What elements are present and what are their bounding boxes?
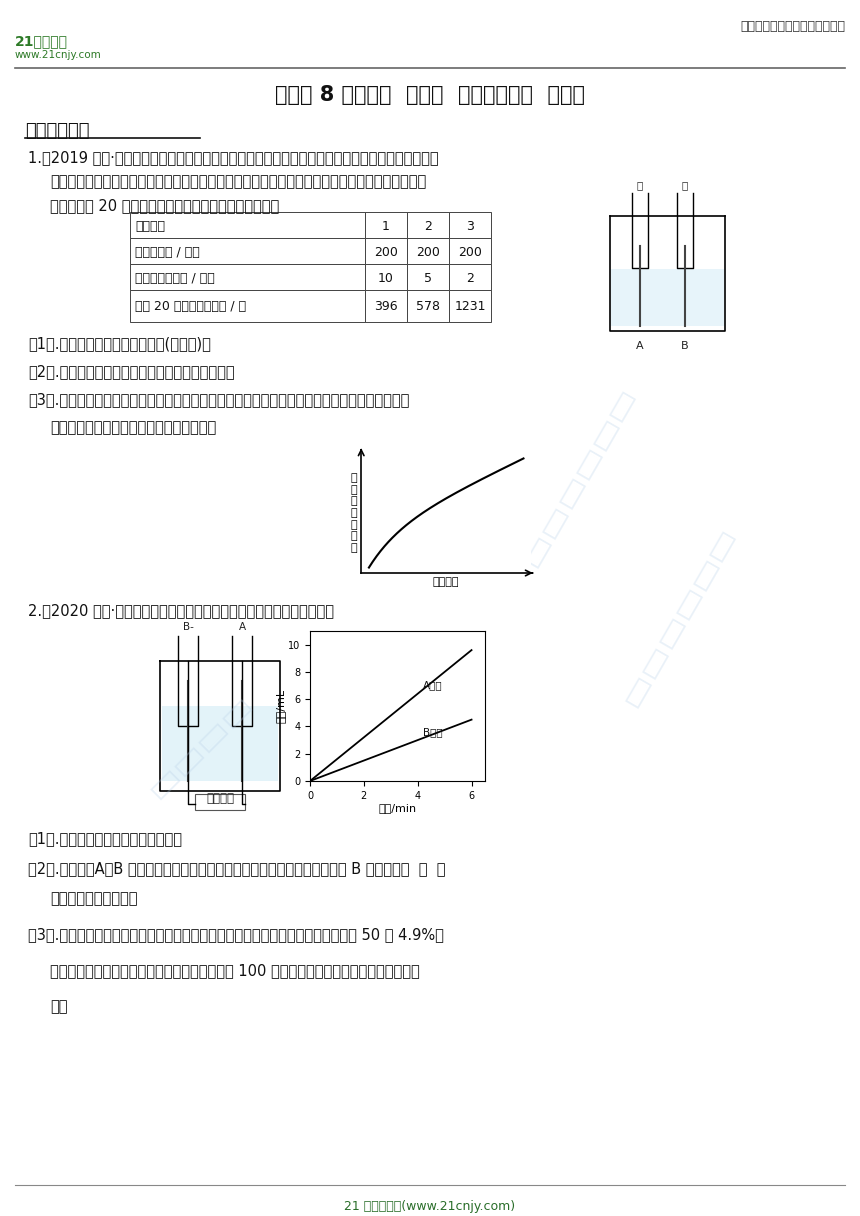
Text: 实验次数: 实验次数 [135,220,165,232]
Bar [195,794,245,810]
Text: 200: 200 [374,246,398,259]
Text: 示，请你结合上述实验数据说明理由＿＿。: 示，请你结合上述实验数据说明理由＿＿。 [50,420,216,435]
Text: （3）.为了加快电解水的速度，常在水中加入一定量的稀硫酸。若实验前在水中加入 50 克 4.9%的: （3）.为了加快电解水的速度，常在水中加入一定量的稀硫酸。若实验前在水中加入 5… [28,927,444,942]
Text: 收集 20 毫升氢气的时间 / 秒: 收集 20 毫升氢气的时间 / 秒 [135,300,246,314]
Text: B气体: B气体 [423,727,443,737]
Text: 世
纪
教
育: 世 纪 教 育 [148,698,252,803]
Text: 2.（2020 八上·仙居期末）图甲是电解水的简易装置，试回答下列问题：: 2.（2020 八上·仙居期末）图甲是电解水的简易装置，试回答下列问题： [28,603,334,618]
Text: A: A [636,340,644,351]
Text: 3: 3 [466,220,474,232]
Text: 200: 200 [458,246,482,259]
Bar [130,289,365,322]
Text: 直流电源: 直流电源 [206,792,234,805]
Text: B-: B- [182,623,194,632]
Bar [407,264,449,289]
Bar [449,289,491,322]
Text: B: B [681,340,689,351]
Bar [449,264,491,289]
Text: 水时收集到 20 毫升氢气所需的时间，记录数据如下表：: 水时收集到 20 毫升氢气所需的时间，记录数据如下表： [50,198,280,213]
Text: 21 世纪教育网(www.21cnjy.com): 21 世纪教育网(www.21cnjy.com) [345,1200,515,1214]
Text: 5: 5 [424,271,432,285]
Text: 1231: 1231 [454,300,486,314]
Text: www.21cnjy.com: www.21cnjy.com [15,50,101,60]
Text: 396: 396 [374,300,398,314]
Y-axis label: 产
生
气
泡
的
速
度: 产 生 气 泡 的 速 度 [350,473,357,553]
Text: A: A [238,623,246,632]
Text: （2）.本实验是通过观测＿＿来判断电解水的速度；: （2）.本实验是通过观测＿＿来判断电解水的速度； [28,364,235,379]
Bar [407,212,449,238]
X-axis label: 反应时间: 反应时间 [433,578,459,587]
Text: （1）.甲试管收集到的气体是＿＿(填名称)；: （1）.甲试管收集到的气体是＿＿(填名称)； [28,336,211,351]
Text: 乙: 乙 [682,180,688,190]
Bar [365,212,407,238]
Bar [449,238,491,264]
Text: （3）.小科同学发现：每次实验从开始到结束的过程中。产生气泡的速度随反应时间的变化如图所: （3）.小科同学发现：每次实验从开始到结束的过程中。产生气泡的速度随反应时间的变… [28,392,409,407]
Bar [365,289,407,322]
Text: 中小学教育资源及组卷应用平台: 中小学教育资源及组卷应用平台 [740,19,845,33]
Text: 情
卷
试
题
资
料: 情 卷 试 题 资 料 [623,530,737,710]
Bar [365,264,407,289]
Text: 加入硫酸的体积 / 毫升: 加入硫酸的体积 / 毫升 [135,271,215,285]
Text: 10: 10 [378,271,394,285]
Bar [130,264,365,289]
Text: 一、水的组成: 一、水的组成 [25,122,89,140]
Text: 别在等量的蒸馏水中加入不同体积的同种硫酸溶液，利用如图甲所示装置做了三次实验，测出电解: 别在等量的蒸馏水中加入不同体积的同种硫酸溶液，利用如图甲所示装置做了三次实验，测… [50,174,427,188]
Bar [130,212,365,238]
Text: A气体: A气体 [423,680,443,691]
Text: 流电源左侧是＿＿极；: 流电源左侧是＿＿极； [50,891,138,906]
Text: 请
先
试
卷
资
料: 请 先 试 卷 资 料 [523,390,637,570]
Bar [407,238,449,264]
Text: 200: 200 [416,246,440,259]
Text: 1: 1 [382,220,390,232]
Text: 2: 2 [466,271,474,285]
Bar [365,238,407,264]
Text: 甲: 甲 [637,180,643,190]
Y-axis label: 体积/mL: 体积/mL [275,689,286,724]
Text: 1.（2019 八上·长兴月考）电解水的实验中，往往加入少量硫酸溶液以增强水的导电性。小科同学分: 1.（2019 八上·长兴月考）电解水的实验中，往往加入少量硫酸溶液以增强水的导… [28,150,439,165]
Text: 2: 2 [424,220,432,232]
Bar [449,212,491,238]
Text: 稀硫酸，实验结束后测得剩余溶液的质量刚好为 100 克，则剩余溶液中溶质的质量分数为多: 稀硫酸，实验结束后测得剩余溶液的质量刚好为 100 克，则剩余溶液中溶质的质量分… [50,963,420,978]
Bar [162,706,278,781]
Text: （2）.实验中，A、B 试管中气体的体积与时间的关系如图乙所示。由图乙可知 B 气体是＿＿  ，  直: （2）.实验中，A、B 试管中气体的体积与时间的关系如图乙所示。由图乙可知 B … [28,861,445,876]
Text: 578: 578 [416,300,440,314]
Text: 21世纪教育: 21世纪教育 [15,34,68,47]
Bar [611,269,724,326]
Text: （1）.实验证明了水是由＿＿组成的；: （1）.实验证明了水是由＿＿组成的； [28,831,182,846]
Text: 浙教版 8 年级上册  第一章  水和水的溶液  解答题: 浙教版 8 年级上册 第一章 水和水的溶液 解答题 [275,85,585,105]
Text: 蒸馏水体积 / 毫升: 蒸馏水体积 / 毫升 [135,246,200,259]
X-axis label: 时间/min: 时间/min [378,804,416,814]
Bar [130,238,365,264]
Text: 少？: 少？ [50,1000,67,1014]
Bar [407,289,449,322]
